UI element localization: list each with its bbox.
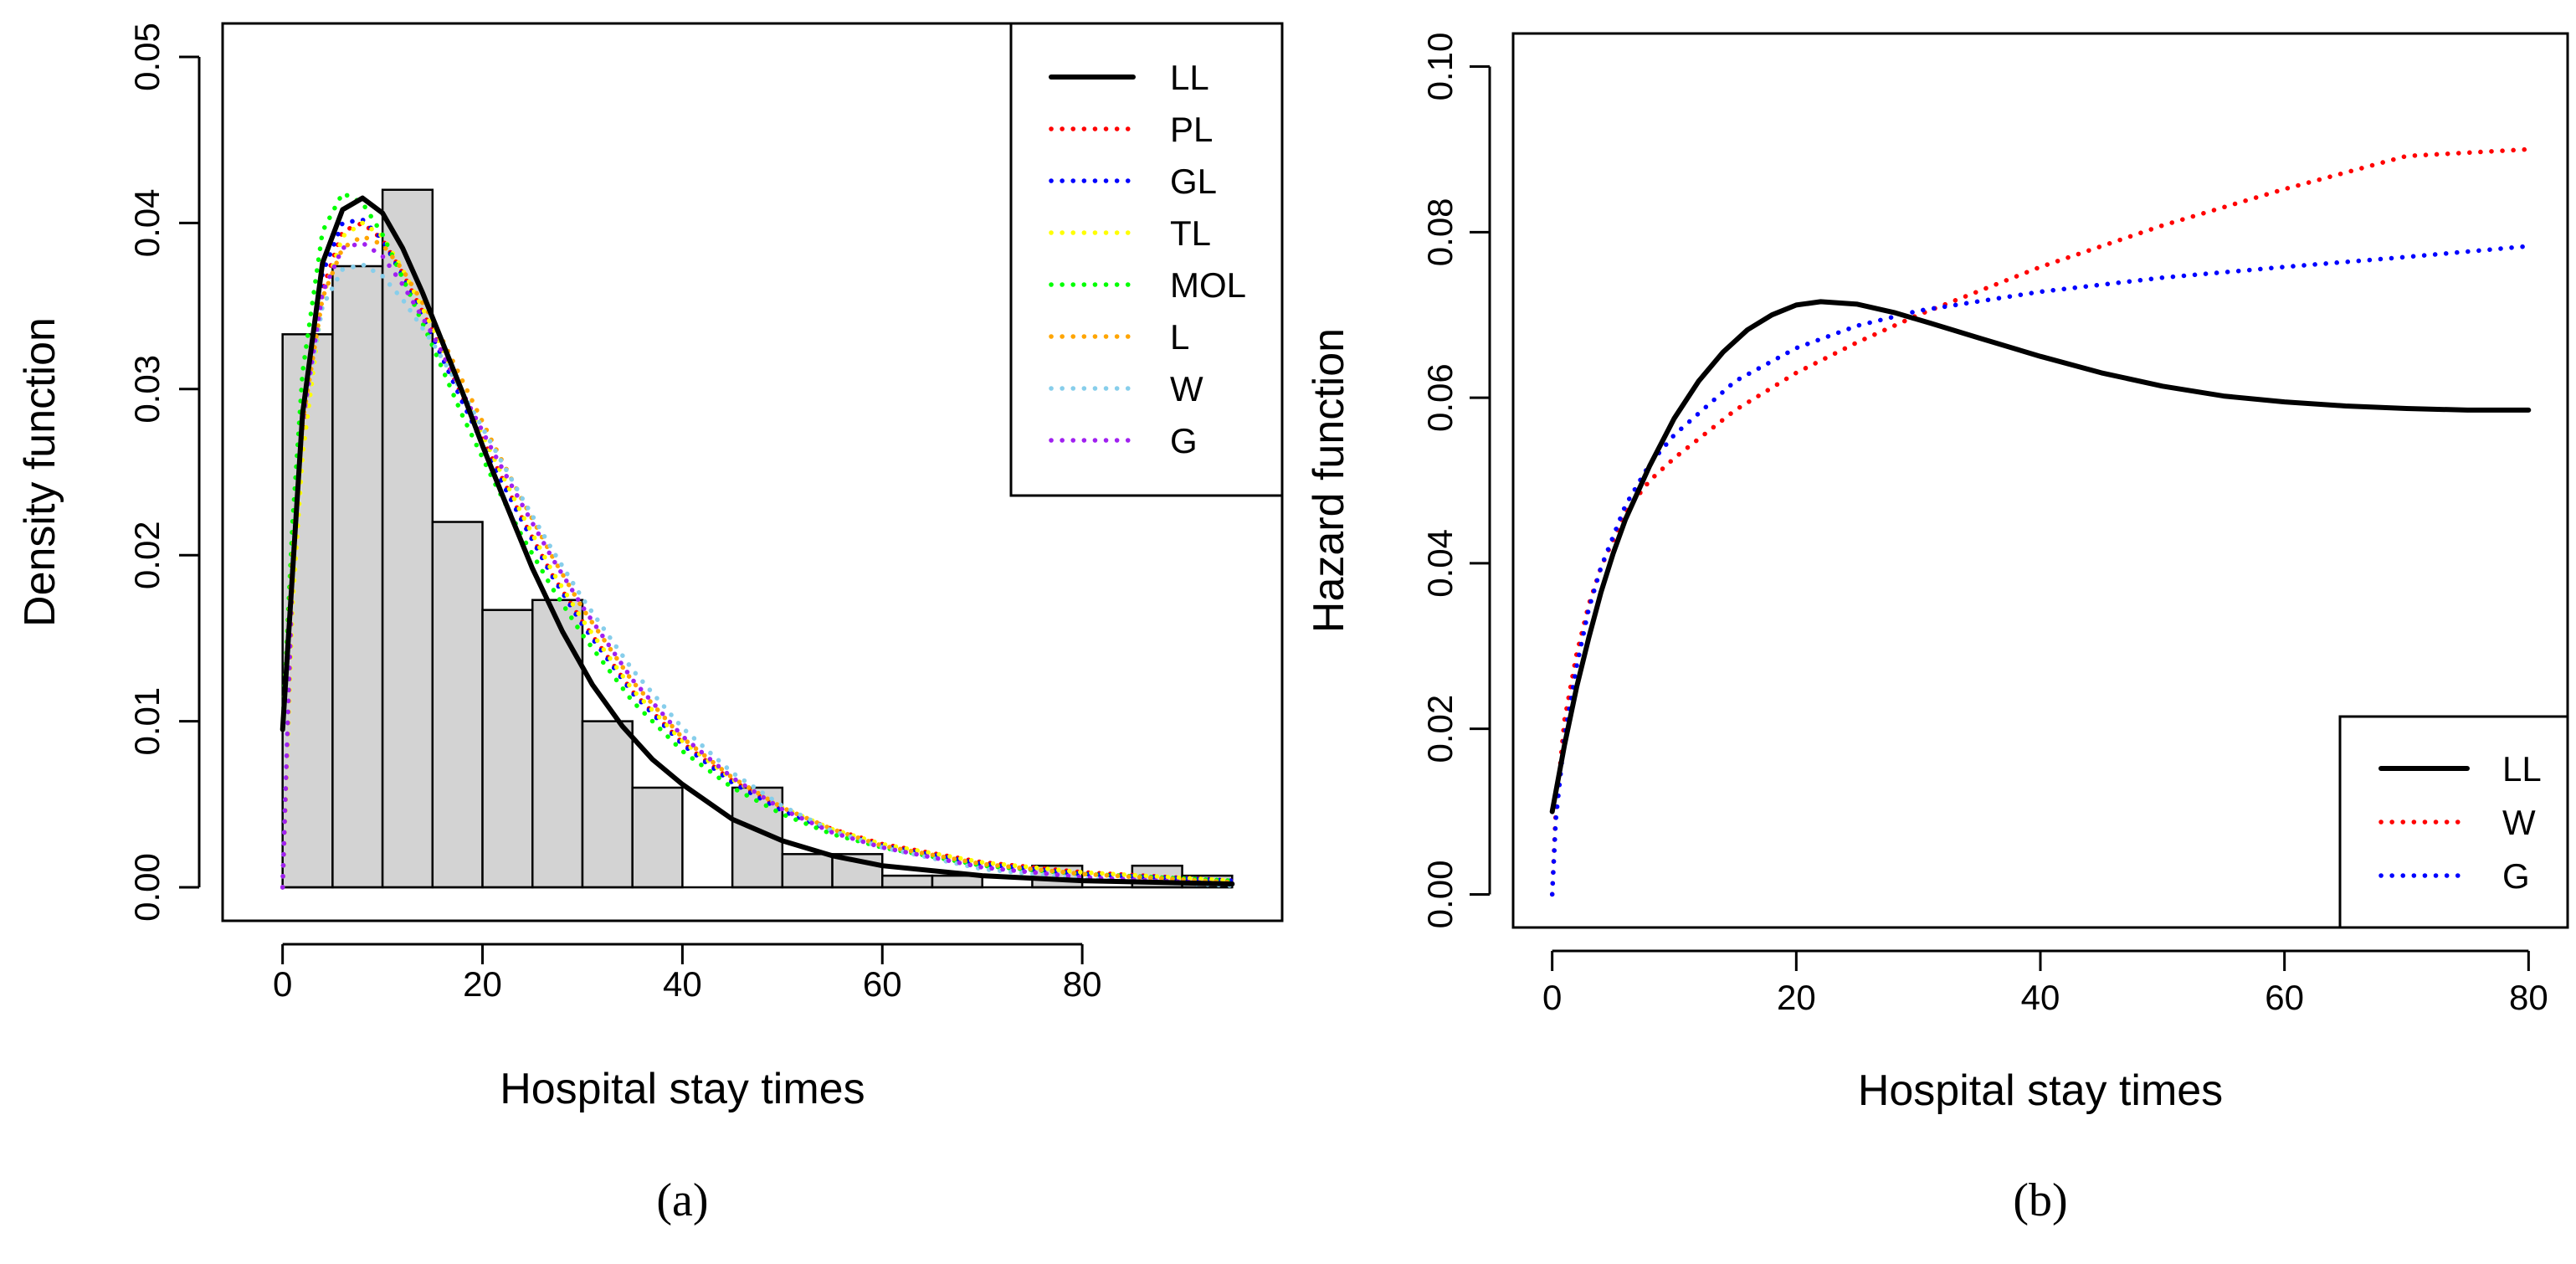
histogram-bar xyxy=(581,720,634,889)
y-axis-title: Hazard function xyxy=(1305,328,1353,633)
x-tick-label: 60 xyxy=(863,964,902,1004)
series-g-curve xyxy=(1549,244,2532,897)
legend-label-ll: LL xyxy=(1170,58,1209,97)
panel-caption: (b) xyxy=(2013,1174,2067,1226)
y-tick-label: 0.06 xyxy=(1420,363,1460,432)
legend-label-tl: TL xyxy=(1170,213,1211,253)
histogram-bar xyxy=(781,853,834,889)
y-tick-label: 0.04 xyxy=(127,189,167,258)
y-axis-title: Density function xyxy=(16,317,64,627)
legend-label-w: W xyxy=(1170,369,1203,408)
x-tick-label: 20 xyxy=(1777,978,1816,1017)
y-tick-label: 0.08 xyxy=(1420,198,1460,266)
y-tick-label: 0.01 xyxy=(127,687,167,756)
plot-frame xyxy=(1511,32,2569,929)
density-panel: 0 20 40 60 80 0.00 0.01 0.02 0.03 0.04 0.05 Hospita… xyxy=(16,22,1284,1226)
legend-label-mol: MOL xyxy=(1170,265,1246,305)
y-tick-label: 0.05 xyxy=(127,23,167,91)
histogram-bar xyxy=(381,188,434,889)
y-tick-label: 0.10 xyxy=(1420,33,1460,101)
legend-label-w: W xyxy=(2502,803,2536,842)
y-tick-label: 0.00 xyxy=(127,853,167,922)
y-tick-label: 0.02 xyxy=(127,521,167,589)
y-tick-label: 0.00 xyxy=(1420,861,1460,929)
legend-label-pl: PL xyxy=(1170,110,1213,149)
hazard-panel: 0 20 40 60 80 0.00 0.02 0.04 0.06 0.08 0.10 Hospita… xyxy=(1305,32,2569,1226)
x-axis-title: Hospital stay times xyxy=(500,1065,865,1113)
panel-caption: (a) xyxy=(656,1174,708,1226)
x-tick-label: 80 xyxy=(2509,978,2548,1017)
legend-label-g: G xyxy=(2502,856,2530,896)
x-tick-label: 20 xyxy=(463,964,502,1004)
histogram-bar xyxy=(531,599,584,889)
legend-label-ll: LL xyxy=(2502,749,2542,789)
y-tick-label: 0.03 xyxy=(127,355,167,424)
x-tick-label: 40 xyxy=(663,964,702,1004)
x-tick-label: 40 xyxy=(2021,978,2060,1017)
x-tick-label: 60 xyxy=(2265,978,2304,1017)
legend-box xyxy=(1009,22,1284,497)
legend-box xyxy=(2338,715,2569,929)
x-axis-title: Hospital stay times xyxy=(1858,1066,2223,1115)
series-w-curve xyxy=(280,262,1235,890)
x-tick-label: 80 xyxy=(1063,964,1102,1004)
legend-label-gl: GL xyxy=(1170,162,1217,201)
histogram-bar xyxy=(431,521,484,889)
y-tick-label: 0.02 xyxy=(1420,695,1460,763)
x-tick-label: 0 xyxy=(273,964,292,1004)
series-ll-curve xyxy=(1549,299,2532,814)
y-tick-label: 0.04 xyxy=(1420,529,1460,598)
legend-label-l: L xyxy=(1170,317,1189,357)
series-tl-curve xyxy=(280,220,1235,890)
legend-label-g: G xyxy=(1170,421,1198,460)
histogram-bar xyxy=(331,265,384,889)
histogram-bar xyxy=(481,609,534,889)
histogram-bar xyxy=(631,786,684,889)
x-tick-label: 0 xyxy=(1542,978,1562,1017)
histogram-bar xyxy=(881,874,934,889)
series-g-curve xyxy=(280,240,1235,890)
series-ll-curve xyxy=(280,195,1235,886)
